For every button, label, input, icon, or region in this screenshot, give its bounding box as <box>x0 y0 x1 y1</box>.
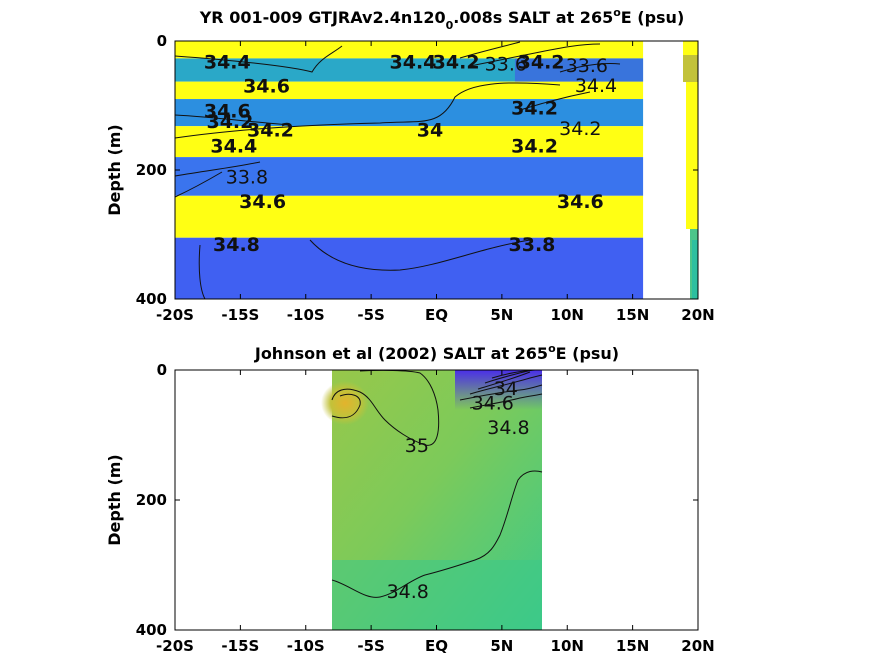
contour-line <box>559 63 621 73</box>
contour-label: 34.2 <box>559 118 601 140</box>
contour-label: 34.8 <box>213 234 260 256</box>
x-tick-label: -15S <box>221 637 259 655</box>
salinity-band <box>175 41 644 59</box>
panel1-contour-labels: 34.4 34.434.2 33.634.2 33.634.434.634.234.6… <box>204 52 617 257</box>
x-tick-label: -20S <box>156 306 194 324</box>
contour-label: 34 <box>417 119 443 141</box>
panel1-y-axis-label: Depth (m) <box>105 124 124 216</box>
y-tick-label: 400 <box>136 621 167 639</box>
contour-label: 34.6 <box>239 191 286 213</box>
panel2-y-axis-label: Depth (m) <box>105 454 124 546</box>
contour-label: 34.6 <box>557 191 604 213</box>
panel1-x-ticks: -20S -15S -10S -5S EQ 5N 10N 15N 20N <box>156 41 715 324</box>
x-tick-label: -5S <box>357 306 384 324</box>
panel2-title: Johnson et al (2002) SALT at 265oE (psu) <box>254 342 619 363</box>
x-tick-label: EQ <box>425 306 448 324</box>
contour-line <box>469 393 543 409</box>
contour-label: 34.4 <box>210 135 257 157</box>
contour-line <box>174 161 261 177</box>
panel2-fresh-surface <box>455 370 542 410</box>
contour-line <box>459 41 521 59</box>
panel2-x-ticks: -20S -15S -10S -5S EQ 5N 10N 15N 20N <box>156 370 715 655</box>
contour-line <box>174 82 561 139</box>
contour-line <box>477 371 531 390</box>
contour-label: 34.8 <box>487 417 529 439</box>
contour-line <box>174 45 343 73</box>
contour-label: 35 <box>405 435 429 457</box>
panel1-edge-strip-olive <box>683 55 698 82</box>
contour-label: 34.2 <box>518 52 565 74</box>
contour-label: 34.2 <box>511 97 558 119</box>
y-tick-label: 200 <box>136 161 167 179</box>
panel2-salty-core <box>321 381 369 425</box>
contour-label: 34.4 <box>204 52 251 74</box>
x-tick-label: 20N <box>681 306 714 324</box>
panel1-contour-lines <box>174 41 621 300</box>
panel2-plot-area: 35 34.634 34.8 34.8 <box>321 369 543 630</box>
contour-line <box>174 114 291 126</box>
x-tick-label: -10S <box>287 637 325 655</box>
contour-label: 34.2 <box>511 135 558 157</box>
contour-label: 33.6 <box>566 55 608 77</box>
panel1-edge-strip-yellow-2 <box>686 82 698 229</box>
salinity-band <box>175 195 644 238</box>
contour-label: 33.8 <box>226 166 268 188</box>
panel1-title: YR 001-009 GTJRAv2.4n1200.008s SALT at 2… <box>199 6 685 32</box>
salinity-band <box>175 81 644 100</box>
panel1-edge-strip-teal <box>692 240 698 299</box>
panel2-contour-labels: 35 34.634 34.8 34.8 <box>387 378 530 603</box>
contour-line <box>331 393 361 419</box>
x-tick-label: 5N <box>490 306 513 324</box>
x-tick-label: 5N <box>490 637 513 655</box>
contour-label: 34.2 <box>433 52 480 74</box>
x-tick-label: -15S <box>221 306 259 324</box>
y-tick-label: 0 <box>157 361 167 379</box>
contour-label: 34.4 <box>390 52 437 74</box>
contour-label: 34.6 <box>204 101 251 123</box>
x-tick-label: 10N <box>551 637 584 655</box>
x-tick-label: EQ <box>425 637 448 655</box>
x-tick-label: -5S <box>357 637 384 655</box>
contour-label: 34.6 <box>472 393 514 415</box>
y-tick-label: 200 <box>136 491 167 509</box>
contour-line <box>309 239 531 271</box>
contour-label: 34.6 <box>243 76 290 98</box>
panel1-plot-area: 34.4 34.434.2 33.634.2 33.634.434.634.234.6… <box>174 41 698 300</box>
x-tick-label: 10N <box>551 306 584 324</box>
panel2-y-ticks: 0 200 400 <box>136 361 698 639</box>
contour-label: 33.6 <box>485 54 527 76</box>
contour-label: 34.2 <box>247 119 294 141</box>
x-tick-label: 15N <box>616 306 649 324</box>
panel-observations: Johnson et al (2002) SALT at 265oE (psu)… <box>105 342 715 655</box>
panel-model: YR 001-009 GTJRAv2.4n1200.008s SALT at 2… <box>105 6 715 324</box>
salinity-band <box>175 126 644 158</box>
contour-label: 34.8 <box>387 581 429 603</box>
contour-line <box>459 384 543 401</box>
x-tick-label: 20N <box>681 637 714 655</box>
contour-line <box>469 374 543 395</box>
x-tick-label: 15N <box>616 637 649 655</box>
fresh-pool <box>514 58 644 82</box>
contour-label: 34.4 <box>575 75 617 97</box>
contour-label: 34 <box>494 378 518 400</box>
panel2-contour-lines <box>331 369 543 598</box>
contour-label: 33.8 <box>509 234 556 256</box>
x-tick-label: -20S <box>156 637 194 655</box>
contour-line <box>331 369 440 446</box>
contour-line <box>469 43 601 67</box>
x-tick-label: -10S <box>287 306 325 324</box>
contour-line <box>519 91 591 111</box>
contour-label: 34.2 <box>206 111 253 133</box>
contour-line <box>198 244 206 300</box>
y-tick-label: 0 <box>157 32 167 50</box>
contour-line <box>174 171 223 198</box>
y-tick-label: 400 <box>136 290 167 308</box>
contour-line <box>331 470 543 598</box>
panel1-y-ticks: 0 200 400 <box>136 32 698 308</box>
